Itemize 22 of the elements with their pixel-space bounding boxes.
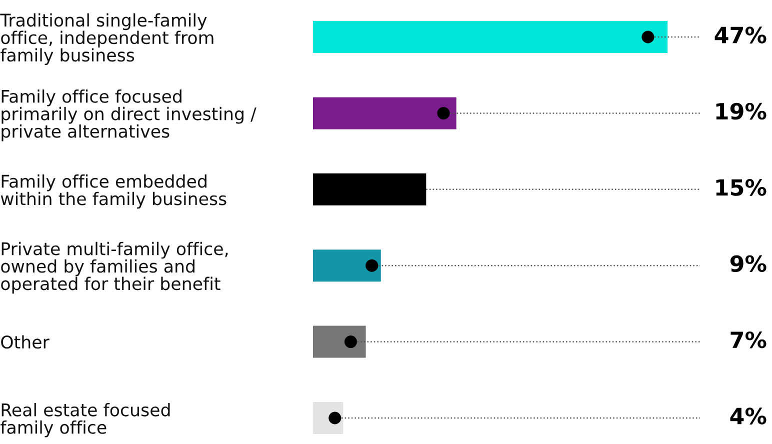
y-tick-label: Traditional single-family office, independent from family business (0, 13, 214, 65)
y-tick-label: Real estate focused family office (0, 403, 170, 438)
bar (313, 250, 381, 282)
y-tick-label: Other (1, 335, 50, 349)
point (366, 259, 378, 272)
bar (313, 173, 426, 206)
bar (313, 21, 668, 53)
point (328, 412, 342, 424)
y-tick-label: Private multi-family office, owned by families and operated for their benefit (1, 242, 228, 294)
point (437, 106, 450, 120)
data-label: 15% (716, 179, 766, 196)
point (642, 30, 654, 44)
bar (313, 326, 366, 358)
data-label: 9% (730, 255, 766, 272)
y-tick-label: Family office embedded within the family business (0, 174, 226, 209)
data-label: 19% (716, 102, 766, 120)
data-label: 7% (730, 331, 766, 348)
data-label: 47% (714, 26, 766, 44)
y-tick-label: Family office focused primarily on direct investing / private alternatives (2, 89, 256, 142)
point (344, 336, 357, 348)
bar (313, 97, 456, 130)
data-label: 4% (730, 408, 766, 424)
